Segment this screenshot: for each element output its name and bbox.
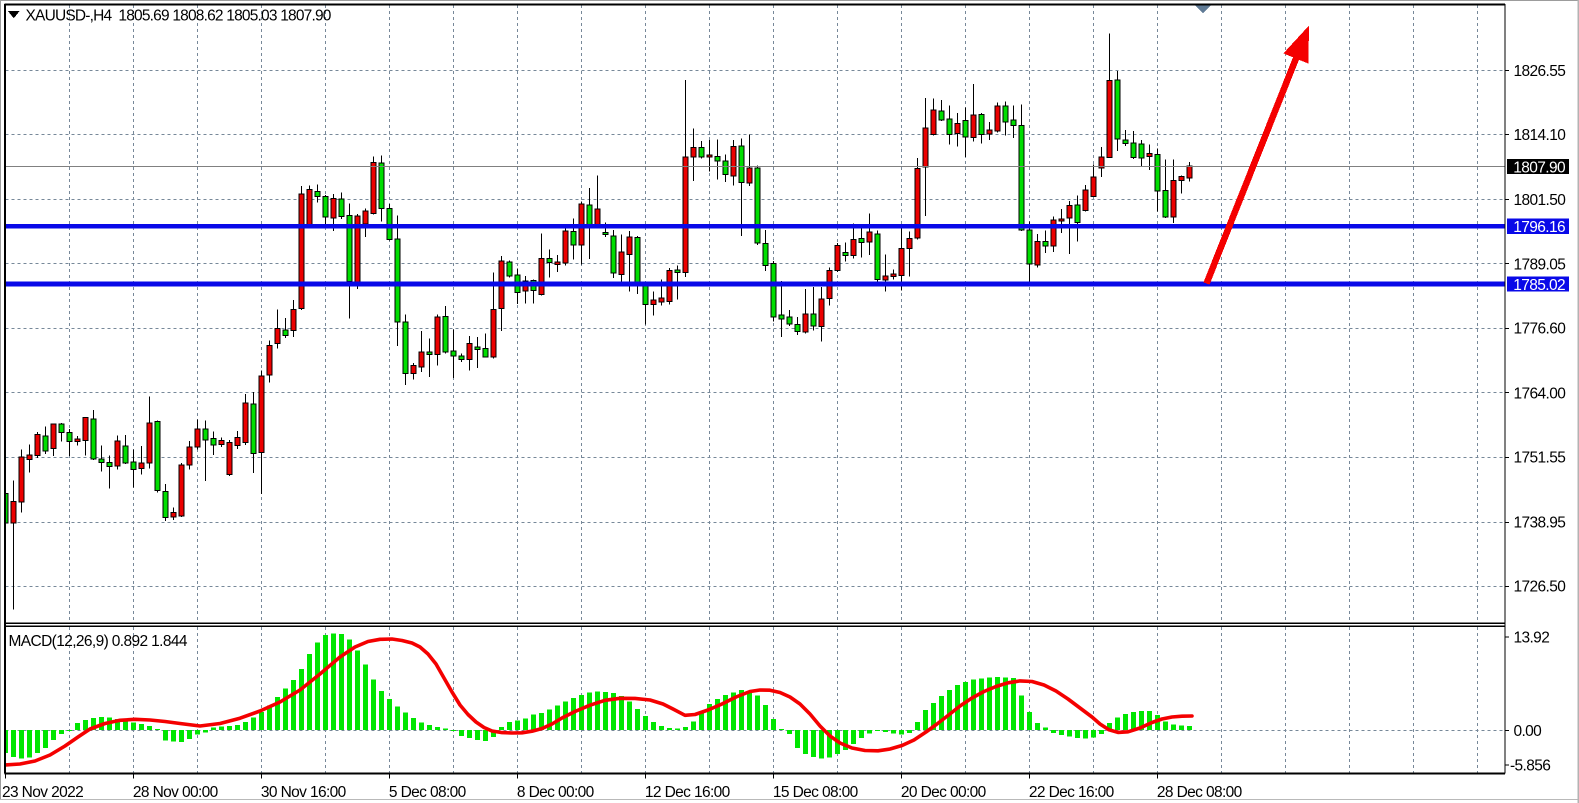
svg-text:1726.50: 1726.50 <box>1514 579 1567 596</box>
svg-text:23 Nov 2022: 23 Nov 2022 <box>2 784 83 801</box>
svg-text:1807.90: 1807.90 <box>1513 159 1566 176</box>
svg-text:30 Nov 16:00: 30 Nov 16:00 <box>261 784 347 801</box>
svg-text:MACD(12,26,9) 0.892 1.844: MACD(12,26,9) 0.892 1.844 <box>9 633 188 650</box>
svg-text:28 Dec 08:00: 28 Dec 08:00 <box>1157 784 1243 801</box>
svg-text:22 Dec 16:00: 22 Dec 16:00 <box>1029 784 1115 801</box>
svg-text:1776.60: 1776.60 <box>1514 321 1567 338</box>
svg-text:1814.10: 1814.10 <box>1514 127 1567 144</box>
svg-text:-5.856: -5.856 <box>1510 758 1550 775</box>
svg-text:12 Dec 16:00: 12 Dec 16:00 <box>645 784 731 801</box>
svg-text:13.92: 13.92 <box>1514 630 1550 647</box>
svg-text:1796.16: 1796.16 <box>1513 219 1565 236</box>
svg-text:20 Dec 00:00: 20 Dec 00:00 <box>901 784 987 801</box>
svg-text:15 Dec 08:00: 15 Dec 08:00 <box>773 784 859 801</box>
svg-text:0.00: 0.00 <box>1514 723 1543 740</box>
svg-text:28 Nov 00:00: 28 Nov 00:00 <box>133 784 219 801</box>
svg-text:XAUUSD-,H4 1805.69 1808.62 18: XAUUSD-,H4 1805.69 1808.62 1805.03 1807.… <box>26 8 332 25</box>
svg-text:5 Dec 08:00: 5 Dec 08:00 <box>389 784 467 801</box>
svg-text:1785.02: 1785.02 <box>1513 277 1565 294</box>
svg-text:1751.55: 1751.55 <box>1514 450 1566 467</box>
svg-text:1826.55: 1826.55 <box>1514 63 1566 80</box>
svg-text:1789.05: 1789.05 <box>1514 256 1566 273</box>
svg-text:1738.95: 1738.95 <box>1514 515 1566 532</box>
svg-text:1801.50: 1801.50 <box>1514 192 1567 209</box>
svg-text:8 Dec 00:00: 8 Dec 00:00 <box>517 784 595 801</box>
svg-text:1764.00: 1764.00 <box>1514 385 1567 402</box>
